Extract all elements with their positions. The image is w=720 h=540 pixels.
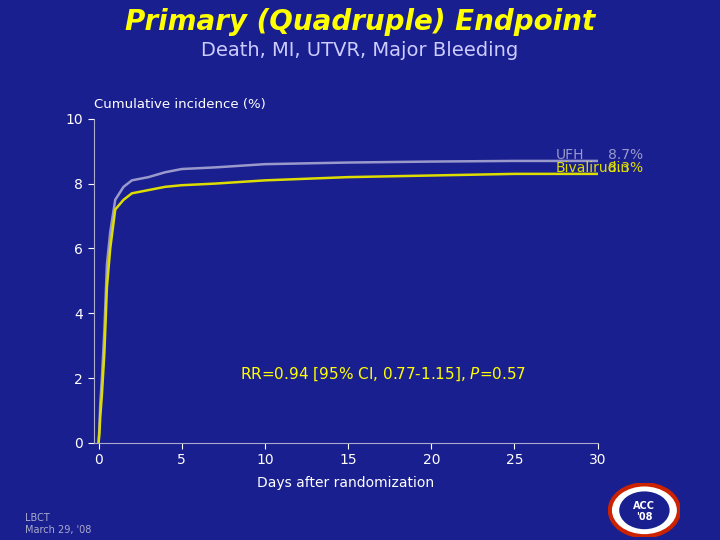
Text: 8.3%: 8.3% bbox=[608, 161, 644, 176]
Text: Cumulative incidence (%): Cumulative incidence (%) bbox=[94, 98, 266, 111]
Text: UFH: UFH bbox=[556, 148, 585, 162]
Text: LBCT
March 29, '08: LBCT March 29, '08 bbox=[25, 513, 91, 535]
Circle shape bbox=[610, 484, 679, 536]
X-axis label: Days after randomization: Days after randomization bbox=[257, 476, 434, 490]
Text: RR=0.94 [95% CI, 0.77-1.15], $\mathit{P}$=0.57: RR=0.94 [95% CI, 0.77-1.15], $\mathit{P}… bbox=[240, 366, 526, 383]
Text: 8.7%: 8.7% bbox=[608, 148, 644, 163]
Text: Primary (Quadruple) Endpoint: Primary (Quadruple) Endpoint bbox=[125, 8, 595, 36]
Text: Death, MI, UTVR, Major Bleeding: Death, MI, UTVR, Major Bleeding bbox=[202, 40, 518, 59]
Circle shape bbox=[619, 491, 670, 529]
Text: Bivalirudin: Bivalirudin bbox=[556, 161, 630, 175]
Text: '08: '08 bbox=[636, 512, 652, 522]
Text: ACC: ACC bbox=[634, 501, 655, 511]
